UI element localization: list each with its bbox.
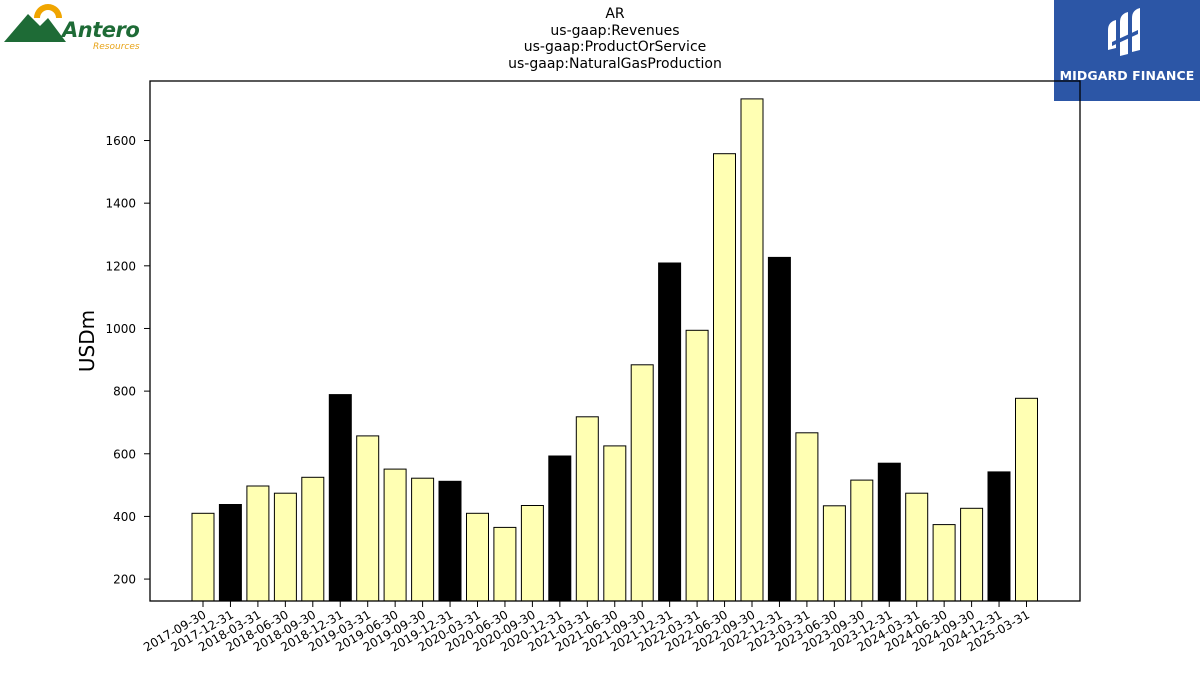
bar-2017-12-31 <box>218 504 242 602</box>
bar-2021-03-31 <box>575 416 599 602</box>
y-axis-label: USDm <box>75 310 99 372</box>
bar-2023-06-30 <box>822 505 846 602</box>
bar-2020-09-30 <box>520 505 544 602</box>
title-line-product: us-gaap:ProductOrService <box>523 39 707 55</box>
bar-2022-09-30 <box>740 98 764 602</box>
y-tick-label-400: 400 <box>113 510 136 524</box>
y-axis: 200 400 600 800 1000 1200 1400 1600 <box>105 134 150 587</box>
bar-2020-12-31 <box>548 455 572 602</box>
y-tick-label-1600: 1600 <box>105 134 136 148</box>
bar-2018-12-31 <box>328 394 352 602</box>
bar-2023-03-31 <box>795 432 819 602</box>
bar-2020-03-31 <box>466 512 489 602</box>
midgard-wordmark: MIDGARD FINANCE <box>1059 68 1195 83</box>
bars-group <box>191 98 1038 602</box>
bar-2025-03-31 <box>1015 397 1038 602</box>
bar-2020-06-30 <box>493 526 517 602</box>
title-ticker: AR <box>605 6 625 22</box>
bar-2022-06-30 <box>713 153 736 602</box>
bar-2024-09-30 <box>960 507 984 602</box>
bar-2024-06-30 <box>932 524 956 602</box>
title-line-natgas: us-gaap:NaturalGasProduction <box>508 55 722 72</box>
bar-2018-03-31 <box>246 485 270 602</box>
bar-2017-09-30 <box>191 512 215 602</box>
bar-2024-03-31 <box>905 492 929 602</box>
bar-2023-12-31 <box>877 462 901 602</box>
chart-title: AR us-gaap:Revenues us-gaap:ProductOrSer… <box>415 6 815 72</box>
y-tick-label-800: 800 <box>113 385 136 399</box>
y-tick-label-1200: 1200 <box>105 259 136 273</box>
bar-2022-03-31 <box>685 329 709 602</box>
bar-2021-09-30 <box>630 364 654 602</box>
bar-2019-06-30 <box>383 468 407 602</box>
bar-2018-09-30 <box>301 476 325 602</box>
antero-subtitle: Resources <box>93 42 140 52</box>
bar-2019-03-31 <box>356 435 380 602</box>
plot-frame <box>149 80 1081 602</box>
bar-2019-12-31 <box>438 480 462 602</box>
bar-2022-12-31 <box>767 256 791 602</box>
x-axis: 2017-09-302017-12-312018-03-312018-06-30… <box>141 601 1032 654</box>
bar-2021-12-31 <box>658 262 682 602</box>
bar-2021-06-30 <box>603 445 627 602</box>
y-tick-label-1000: 1000 <box>105 322 136 336</box>
midgard-emblem-icon <box>1108 8 1140 56</box>
y-tick-label-1400: 1400 <box>105 197 136 211</box>
antero-mountain-icon <box>4 4 66 42</box>
title-line-revenues: us-gaap:Revenues <box>550 22 680 39</box>
antero-logo: Antero Resources <box>4 4 154 56</box>
midgard-finance-logo: MIDGARD FINANCE <box>1054 0 1200 101</box>
y-tick-label-600: 600 <box>113 447 136 461</box>
bar-2019-09-30 <box>411 477 435 602</box>
bar-2018-06-30 <box>273 492 297 602</box>
antero-wordmark: Antero <box>62 18 140 42</box>
bar-2024-12-31 <box>987 471 1011 602</box>
bar-2023-09-30 <box>850 479 874 602</box>
y-tick-label-200: 200 <box>113 573 136 587</box>
